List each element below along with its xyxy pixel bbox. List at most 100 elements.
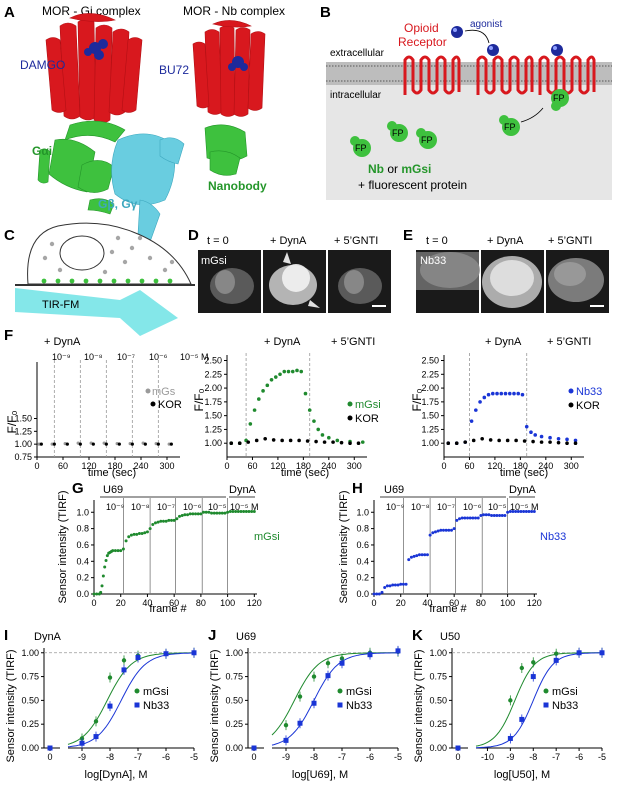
K-nb33-point-3 (553, 657, 559, 663)
I-nb33-zero-point (47, 745, 53, 751)
H-xtick-label-6: 120 (527, 598, 542, 608)
F-mid-mgsi-point-16 (303, 391, 308, 396)
F-mid-xtick-label-3: 180 (296, 461, 311, 471)
H-nb33-point-2 (377, 592, 381, 596)
receptor-label-2: Receptor (398, 35, 447, 49)
f-right-gnti-label: + 5’GNTI (547, 336, 591, 348)
F-left-ytick-label-0: 0.75 (14, 452, 32, 462)
G-mgsi-point-12 (111, 549, 115, 553)
F-right-nb33-point-13 (512, 391, 516, 396)
opioid-receptor-bound (476, 55, 534, 95)
G-mgsi-point-64 (250, 509, 254, 513)
F-right-nb33-point-9 (495, 391, 499, 396)
H-nb33-point-18 (420, 553, 424, 557)
J-mgsi-point-3 (325, 661, 331, 666)
F-left-kor-point-5 (104, 442, 108, 446)
f-left-chart: + DynA 10⁻⁹ 10⁻⁸ 10⁻⁷ 10⁻⁶ 10⁻⁵ M F/F₀ t… (5, 336, 209, 479)
H-nb33-point-0 (372, 592, 376, 596)
f-right-legend-kor-marker (568, 402, 574, 408)
K-mgsi-point-1 (519, 665, 525, 671)
H-nb33-point-41 (482, 513, 486, 517)
G-mgsi-point-51 (215, 511, 219, 515)
g-dyna-label: DynA (229, 484, 257, 496)
I-mgsi-point-1 (93, 719, 99, 724)
G-mgsi-point-38 (180, 514, 184, 518)
free-fp-label-1: FP (504, 122, 516, 132)
H-ytick-label-3: 0.6 (356, 540, 369, 550)
e-dyna-label: + DynA (487, 235, 524, 247)
J-mgsi-point-1 (297, 694, 303, 699)
f-mid-ylabel: F/F₀ (192, 388, 206, 411)
J-nb33-point-0 (283, 737, 289, 743)
f-mid-legend-mgsi: mGsi (355, 399, 381, 411)
H-nb33-point-21 (428, 533, 432, 537)
G-mgsi-point-35 (172, 518, 176, 522)
I-xtick-label-4: -6 (162, 752, 170, 762)
h-series-label: Nb33 (540, 531, 566, 543)
f-left-conc-1: 10⁻⁹ (52, 352, 71, 362)
e-micrograph-t0 (416, 250, 480, 313)
F-left-xtick-label-4: 240 (133, 461, 148, 471)
d-micrograph-t0 (198, 250, 261, 313)
F-right-nb33-point-7 (486, 392, 491, 397)
F-mid-mgsi-point-8 (269, 378, 274, 382)
J-ytick-label-2: 0.50 (225, 695, 243, 705)
K-mgsi-point-3 (553, 651, 559, 656)
f-left-legend-mgs-marker (145, 388, 151, 394)
gai-structure (37, 120, 126, 215)
panel-h: H U69 DynA 10⁻⁹ 10⁻⁸ 10⁻⁷ 10⁻⁶ 10⁻⁵ 10⁻⁵… (338, 480, 566, 615)
g-conc-2: 10⁻⁸ (131, 502, 150, 512)
G-mgsi-point-42 (191, 512, 195, 516)
F-mid-ytick-label-5: 2.25 (204, 369, 222, 379)
J-nb33-point-4 (339, 660, 345, 666)
k-ylabel: Sensor intensity (TIRF) (413, 649, 425, 762)
G-mgsi-point-50 (212, 511, 216, 515)
H-xtick-label-0: 0 (371, 598, 376, 608)
K-ytick-label-4: 1.00 (429, 648, 447, 658)
F-right-nb33-point-8 (490, 391, 495, 396)
J-nb33-fit (271, 652, 398, 746)
F-right-nb33-point-10 (499, 391, 504, 396)
F-mid-kor-point-2 (246, 440, 251, 444)
K-nb33-fit (475, 652, 602, 749)
I-xtick-label-0: 0 (47, 752, 52, 762)
H-nb33-point-9 (396, 583, 400, 587)
f-left-conc-2: 10⁻⁸ (84, 352, 103, 362)
panel-label-a: A (4, 4, 15, 21)
F-right-kor-point-9 (522, 439, 527, 443)
F-mid-mgsi-point-24 (360, 440, 365, 444)
H-nb33-point-49 (503, 514, 507, 518)
K-nb33-point-2 (530, 674, 536, 680)
G-mgsi-point-47 (204, 510, 208, 514)
K-xtick-label-3: -8 (529, 752, 537, 762)
H-nb33-point-50 (506, 510, 510, 514)
I-nb33-point-0 (79, 740, 85, 746)
F-right-nb33-point-6 (482, 395, 487, 400)
f-right-legend-nb33-marker (568, 388, 574, 394)
H-ytick-label-0: 0.0 (356, 589, 369, 599)
F-mid-kor-point-13 (339, 440, 344, 445)
f-mid-dyna-label: + DynA (264, 336, 301, 348)
H-nb33-point-29 (449, 528, 453, 532)
panel-label-h: H (352, 480, 363, 497)
G-ytick-label-1: 0.2 (76, 573, 89, 583)
H-nb33-point-12 (404, 582, 408, 586)
f-mid-gnti-label: + 5’GNTI (331, 336, 375, 348)
G-ytick-label-4: 0.8 (76, 524, 89, 534)
F-right-nb33-point-5 (478, 400, 482, 404)
I-ytick-label-3: 0.75 (21, 672, 39, 682)
I-ytick-label-2: 0.50 (21, 695, 39, 705)
H-nb33-point-46 (495, 514, 499, 518)
F-left-kor-point-8 (143, 442, 147, 446)
G-mgsi-point-43 (194, 512, 198, 516)
H-nb33-point-13 (407, 558, 411, 562)
K-nb33-point-4 (576, 650, 582, 656)
H-nb33-point-38 (474, 516, 478, 520)
J-xtick-label-4: -6 (366, 752, 374, 762)
F-mid-xtick-label-1: 60 (247, 461, 257, 471)
nucleus (59, 235, 105, 271)
tirfm-label: TIR-FM (42, 299, 79, 311)
G-ytick-label-5: 1.0 (76, 507, 89, 517)
J-xtick-label-1: -9 (282, 752, 290, 762)
